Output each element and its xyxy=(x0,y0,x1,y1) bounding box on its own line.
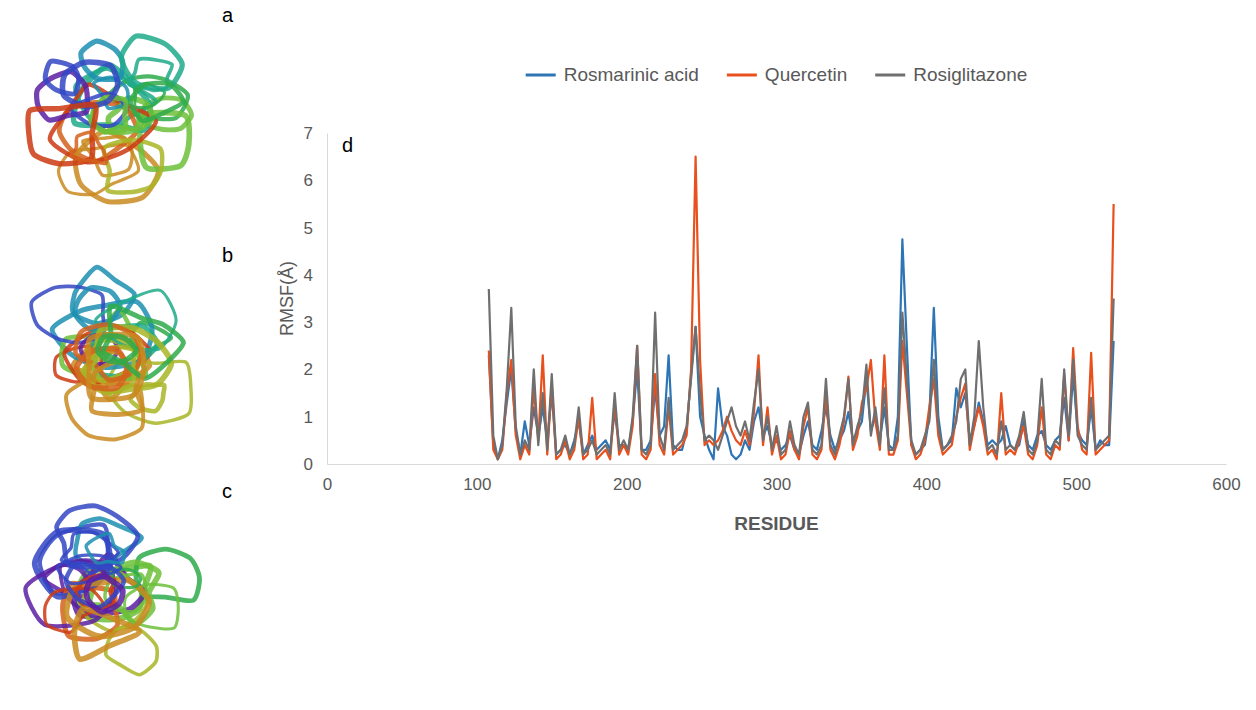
tick: 7 xyxy=(304,124,327,143)
tick: 4 xyxy=(304,266,327,285)
tick: 1 xyxy=(304,408,327,427)
ribbon xyxy=(57,506,138,567)
tick: 6 xyxy=(304,171,327,190)
tick-label: 400 xyxy=(913,475,941,494)
legend-label: Rosiglitazone xyxy=(913,64,1027,85)
tick: 500 xyxy=(1062,464,1090,494)
protein-structure xyxy=(28,36,192,202)
tick-label: 1 xyxy=(304,408,313,427)
ribbon xyxy=(88,334,144,399)
y-axis-title: RMSF(Å) xyxy=(277,261,297,336)
tick-label: 0 xyxy=(304,455,313,474)
tick: 200 xyxy=(613,464,641,494)
x-axis-title: RESIDUE xyxy=(734,513,818,534)
ribbon xyxy=(98,336,137,362)
series-line xyxy=(489,239,1114,459)
axis-line xyxy=(328,464,1227,465)
plot-area xyxy=(489,157,1114,460)
tick-label: 5 xyxy=(304,219,313,238)
x-axis: 0 100 200 300 400 500 600 xyxy=(323,464,1241,494)
tick-label: 7 xyxy=(304,124,313,143)
ribbon xyxy=(86,534,124,564)
ribbon xyxy=(125,584,179,629)
series-line xyxy=(489,289,1114,459)
legend-label: Rosmarinic acid xyxy=(564,64,699,85)
series-line xyxy=(489,157,1114,460)
panel-label: a xyxy=(222,4,234,26)
tick: 100 xyxy=(463,464,491,494)
tick: 5 xyxy=(304,219,327,238)
panel-label: b xyxy=(222,244,233,266)
tick-label: 100 xyxy=(463,475,491,494)
ribbon xyxy=(72,132,107,163)
tick: 0 xyxy=(323,464,332,494)
tick-label: 2 xyxy=(304,360,313,379)
legend-item: Quercetin xyxy=(727,64,847,85)
protein-structure xyxy=(31,267,191,439)
tick: 2 xyxy=(304,360,327,379)
legend-item: Rosiglitazone xyxy=(875,64,1027,85)
tick-label: 600 xyxy=(1212,475,1240,494)
legend-swatch xyxy=(727,74,757,77)
panel-label: c xyxy=(222,480,232,502)
protein-structure xyxy=(25,506,199,675)
tick-label: 300 xyxy=(763,475,791,494)
legend-label: Quercetin xyxy=(765,64,847,85)
tick: 0 xyxy=(304,455,327,474)
tick: 3 xyxy=(304,313,327,332)
ribbon xyxy=(86,576,122,612)
tick: 600 xyxy=(1212,464,1240,494)
ribbon xyxy=(121,36,182,89)
axis-line xyxy=(327,134,328,465)
y-axis: 0 1 2 3 4 5 6 7 xyxy=(304,124,328,474)
tick-label: 200 xyxy=(613,475,641,494)
tick-label: 500 xyxy=(1062,475,1090,494)
ribbon xyxy=(74,609,139,660)
tick: 400 xyxy=(913,464,941,494)
legend-swatch xyxy=(526,74,556,77)
tick-label: 0 xyxy=(323,475,332,494)
tick-label: 6 xyxy=(304,171,313,190)
figure: a b c 0 100 200 300 400 500 600 0 1 2 3 4 5 6 7 RESIDUE RMS… xyxy=(0,0,1256,710)
tick: 300 xyxy=(763,464,791,494)
legend: Rosmarinic acid Quercetin Rosiglitazone xyxy=(526,64,1028,85)
ribbon xyxy=(62,62,117,106)
legend-swatch xyxy=(875,74,905,77)
panel-label: d xyxy=(342,134,353,156)
tick-label: 3 xyxy=(304,313,313,332)
ribbon xyxy=(130,83,183,121)
legend-item: Rosmarinic acid xyxy=(526,64,699,85)
tick-label: 4 xyxy=(304,266,313,285)
